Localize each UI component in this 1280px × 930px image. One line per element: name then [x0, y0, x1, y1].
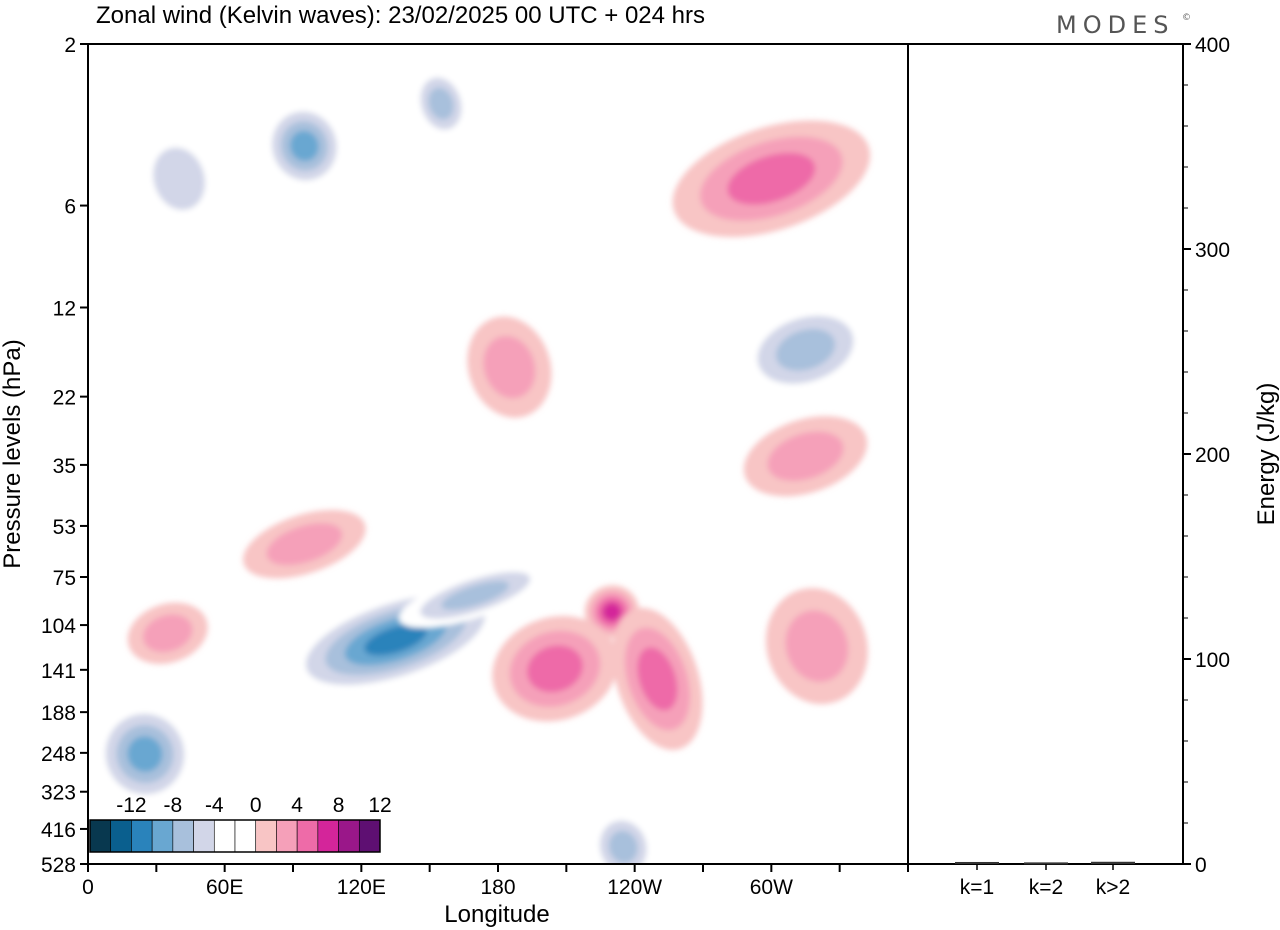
colorbar-label: -12: [116, 794, 146, 817]
pressure-axis: 2 6 12 22 35 53 75 104 141 188 248 323 416 528: [41, 34, 88, 877]
x-axis-label: Longitude: [444, 901, 549, 928]
y-tick-label: 2: [64, 34, 76, 57]
colorbar-swatch: [276, 819, 298, 853]
energy-bar: [1091, 861, 1135, 864]
colorbar-label: 12: [368, 794, 391, 817]
x-tick-label: 60W: [750, 876, 793, 899]
colorbar-swatch: [193, 819, 215, 853]
contour-band: [785, 610, 849, 682]
energy-tick-label: 200: [1195, 444, 1230, 467]
chart-title: Zonal wind (Kelvin waves): 23/02/2025 00…: [96, 2, 705, 29]
colorbar: -12 -8 -4 0 4 8 12: [89, 794, 392, 853]
y-tick-label: 416: [41, 819, 76, 842]
y-tick-label: 528: [41, 854, 76, 877]
contour-band: [143, 614, 193, 653]
wind-anomaly-region: [136, 128, 222, 230]
colorbar-swatch: [338, 819, 360, 853]
colorbar-swatch: [358, 819, 381, 853]
wind-anomaly-region: [765, 588, 868, 705]
contour-band: [602, 602, 622, 621]
y-tick-label: 323: [41, 782, 76, 805]
contour-band: [153, 147, 206, 210]
energy-category-label: k>2: [1096, 876, 1130, 899]
wind-anomaly-region: [492, 616, 618, 722]
brand-mark: ©: [1182, 13, 1191, 23]
y-tick-label: 53: [53, 516, 76, 539]
energy-category-label: k=2: [1029, 876, 1063, 899]
brand-logo: MODES: [1056, 11, 1174, 39]
y-axis-label: Pressure levels (hPa): [0, 339, 26, 568]
wind-anomaly-region: [467, 316, 552, 418]
wind-anomaly-region: [127, 602, 208, 665]
contour-band: [290, 130, 319, 162]
colorbar-swatch: [255, 819, 277, 853]
wind-anomaly-region: [399, 563, 552, 628]
x-tick-label: 120E: [337, 876, 386, 899]
colorbar-label: -4: [205, 794, 224, 817]
contour-band: [364, 624, 427, 656]
energy-bar: [955, 861, 999, 864]
y-tick-label: 188: [41, 702, 76, 725]
colorbar-swatch: [110, 819, 132, 853]
contour-band: [441, 581, 510, 610]
colorbar-label: 4: [291, 794, 303, 817]
wind-anomaly-region: [739, 302, 872, 397]
colorbar-label: 8: [333, 794, 345, 817]
colorbar-swatch: [151, 819, 174, 853]
y-tick-label: 35: [53, 455, 76, 478]
contour-band: [527, 645, 583, 693]
energy-tick-label: 300: [1195, 239, 1230, 262]
energy-panel: 0 100 200 300 400 k=1 k=2 k>2: [908, 34, 1230, 899]
wind-anomaly-region: [412, 67, 470, 140]
energy-tick-label: 400: [1195, 34, 1230, 57]
wind-anomaly-region: [743, 416, 868, 497]
y-tick-label: 22: [53, 387, 76, 410]
wind-anomaly-region: [612, 607, 703, 751]
colorbar-frame: [89, 819, 381, 853]
wind-anomaly-region: [263, 102, 346, 190]
contour-band: [127, 736, 163, 772]
contour-band: [608, 830, 638, 864]
contour-band: [428, 87, 454, 120]
colorbar-swatch: [89, 819, 112, 853]
contour-band: [727, 152, 816, 205]
y-tick-label: 12: [53, 297, 76, 320]
colorbar-label: 0: [250, 794, 262, 817]
energy-axis-label: Energy (J/kg): [1253, 383, 1280, 526]
y-tick-label: 75: [53, 567, 76, 590]
wind-anomaly-region: [590, 810, 656, 864]
colorbar-swatch: [296, 819, 319, 853]
energy-category-label: k=1: [960, 876, 994, 899]
x-tick-label: 0: [82, 876, 94, 899]
wind-anomaly-region: [243, 509, 366, 579]
x-tick-label: 120W: [607, 876, 662, 899]
energy-bar: [1024, 862, 1068, 865]
y-tick-label: 6: [64, 196, 76, 219]
longitude-axis: 0 60E 120E 180 120W 60W: [82, 864, 909, 899]
wind-anomaly-region: [94, 702, 196, 806]
colorbar-swatch: [213, 819, 236, 853]
x-tick-label: 60E: [206, 876, 243, 899]
energy-tick-label: 0: [1195, 854, 1207, 877]
wind-anomaly-region: [672, 120, 871, 238]
contour-band: [767, 431, 844, 481]
contour-band: [483, 336, 536, 399]
contour-band: [775, 328, 836, 371]
energy-tick-label: 100: [1195, 649, 1230, 672]
heatmap-field: [94, 67, 872, 864]
colorbar-label: -8: [164, 794, 183, 817]
colorbar-swatch: [131, 819, 153, 853]
contour-band: [637, 647, 678, 711]
colorbar-swatch: [172, 819, 194, 853]
y-tick-label: 104: [41, 615, 76, 638]
colorbar-swatch: [234, 819, 257, 853]
x-tick-label: 180: [480, 876, 515, 899]
y-tick-label: 248: [41, 743, 76, 766]
y-tick-label: 141: [41, 660, 76, 683]
contour-band: [266, 523, 343, 566]
colorbar-swatch: [317, 819, 339, 853]
